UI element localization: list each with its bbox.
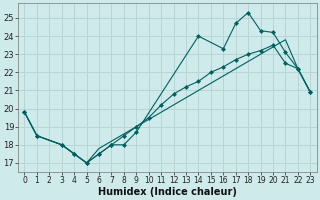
X-axis label: Humidex (Indice chaleur): Humidex (Indice chaleur)	[98, 187, 237, 197]
